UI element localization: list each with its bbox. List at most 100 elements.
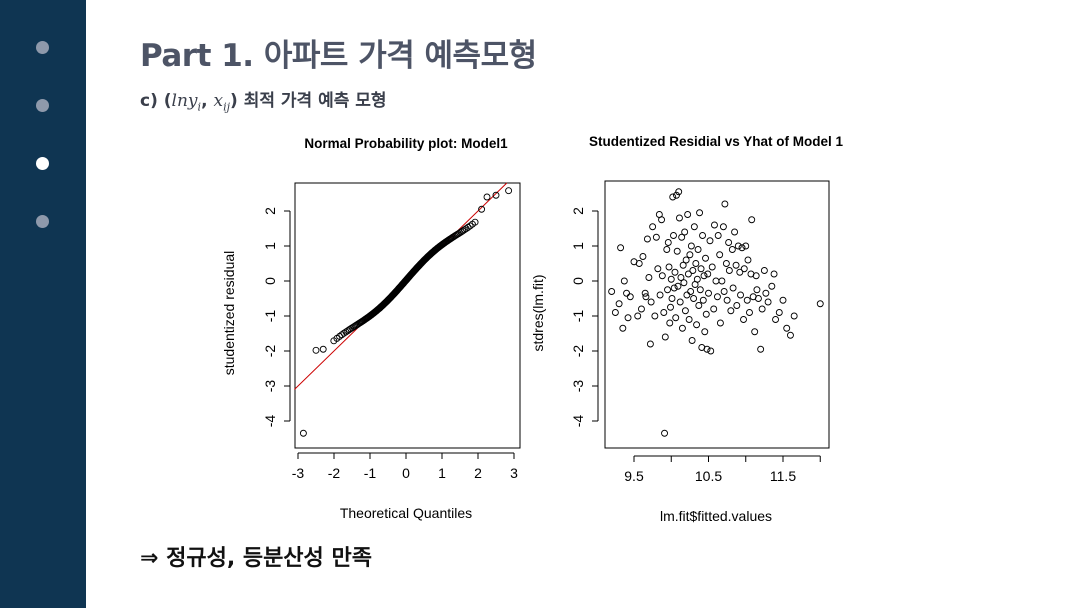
rv-point	[700, 272, 708, 280]
rv-point	[649, 223, 657, 231]
rv-point	[690, 295, 698, 302]
qq-point	[460, 226, 468, 234]
math-x: x	[213, 91, 224, 111]
rv-point	[676, 298, 684, 306]
rv-x-axis: 9.5 10.5 11.5	[624, 455, 821, 484]
nav-dot-2[interactable]	[36, 99, 49, 112]
rv-point	[744, 256, 752, 264]
rv-point	[658, 216, 666, 224]
nav-dot-1[interactable]	[36, 41, 49, 54]
rv-point	[661, 429, 668, 437]
rv-point	[658, 272, 666, 280]
rv-point	[660, 309, 668, 316]
rv-point	[772, 316, 779, 323]
rv-point	[634, 312, 642, 320]
rv-point	[647, 298, 655, 306]
rv-point	[716, 319, 724, 327]
rv-x-tick-label: 10.5	[695, 468, 722, 484]
rv-point	[723, 296, 731, 304]
rv-point	[731, 228, 739, 236]
rv-point	[712, 277, 720, 285]
rv-point	[683, 291, 691, 299]
rv-y-tick-label: 1	[570, 242, 586, 250]
rv-y-tick-label: -2	[570, 345, 586, 358]
qq-y-tick-label: 2	[262, 207, 278, 215]
qq-point	[492, 191, 500, 199]
qq-x-tick-label: -3	[292, 465, 305, 481]
rv-point	[697, 265, 705, 273]
rv-point	[718, 277, 726, 285]
nav-dot-3-active[interactable]	[36, 157, 49, 170]
rv-point	[746, 309, 753, 316]
rv-point	[701, 328, 709, 336]
rv-point	[740, 316, 747, 323]
qq-point	[312, 346, 320, 354]
rv-point	[699, 232, 706, 239]
rv-point	[620, 277, 628, 285]
rv-point	[753, 286, 761, 294]
slide-title: Part 1. 아파트 가격 예측모형	[140, 38, 537, 74]
rv-point	[664, 286, 671, 294]
rv-point	[645, 274, 653, 281]
qq-xlabel: Theoretical Quantiles	[340, 505, 472, 521]
rv-point	[760, 267, 768, 274]
rv-title: Studentized Residial vs Yhat of Model 1	[589, 134, 844, 149]
nav-dot-4[interactable]	[36, 215, 49, 228]
rv-point	[654, 265, 662, 273]
rv-point	[690, 223, 698, 231]
rv-point	[738, 244, 746, 252]
rv-point	[702, 254, 709, 262]
rv-point	[667, 275, 675, 283]
qq-point	[471, 218, 479, 226]
math-sub-i: i	[197, 100, 202, 114]
rv-point	[686, 251, 694, 259]
rv-plot-frame	[604, 180, 830, 449]
rv-point	[699, 296, 707, 304]
rv-point	[816, 300, 824, 308]
rv-y-tick-label: 0	[570, 277, 586, 285]
rv-point	[678, 324, 686, 332]
rv-point	[775, 309, 783, 316]
rv-point	[754, 295, 762, 302]
qq-point	[483, 193, 491, 201]
rv-point	[704, 270, 712, 278]
rv-point	[757, 345, 765, 353]
rv-point	[665, 263, 673, 271]
rv-point	[740, 265, 748, 273]
rv-point	[646, 340, 654, 348]
rv-point	[608, 288, 616, 295]
rv-y-axis: -4 -3 -2 -1 0 1 2	[570, 207, 599, 427]
slide-subtitle: c) (lnyi, xij) 최적 가격 예측 모형	[140, 86, 387, 113]
rv-point	[762, 289, 770, 297]
qq-y-tick-label: 1	[262, 242, 278, 250]
rv-point	[673, 247, 681, 255]
rv-point	[748, 216, 756, 224]
rv-point	[672, 314, 680, 322]
rv-point	[703, 345, 711, 353]
rv-point	[728, 246, 736, 253]
rv-y-tick-label: 2	[570, 207, 586, 215]
rv-point	[693, 321, 701, 329]
rv-y-tick-label: -1	[570, 310, 586, 323]
qq-point	[340, 329, 348, 337]
residual-plot: Studentized Residial vs Yhat of Model 1 …	[530, 134, 844, 524]
rv-point	[656, 291, 664, 299]
rv-point	[619, 324, 627, 332]
qq-x-tick-label: 2	[474, 465, 482, 481]
rv-point	[681, 307, 689, 315]
rv-point	[711, 221, 718, 229]
qq-y-tick-label: -3	[262, 380, 278, 393]
rv-point	[783, 324, 791, 332]
rv-point	[708, 263, 716, 271]
rv-point	[623, 289, 630, 297]
qq-plot: Normal Probability plot: Model1 -3 -2 -1 0 1…	[221, 136, 521, 521]
rv-y-tick-label: -3	[570, 380, 586, 393]
rv-point	[710, 305, 718, 313]
rv-point	[790, 312, 798, 320]
rv-point	[764, 298, 772, 306]
rv-point	[716, 251, 724, 259]
qq-point	[505, 187, 513, 195]
rv-point	[642, 293, 650, 301]
qq-point	[464, 223, 472, 231]
